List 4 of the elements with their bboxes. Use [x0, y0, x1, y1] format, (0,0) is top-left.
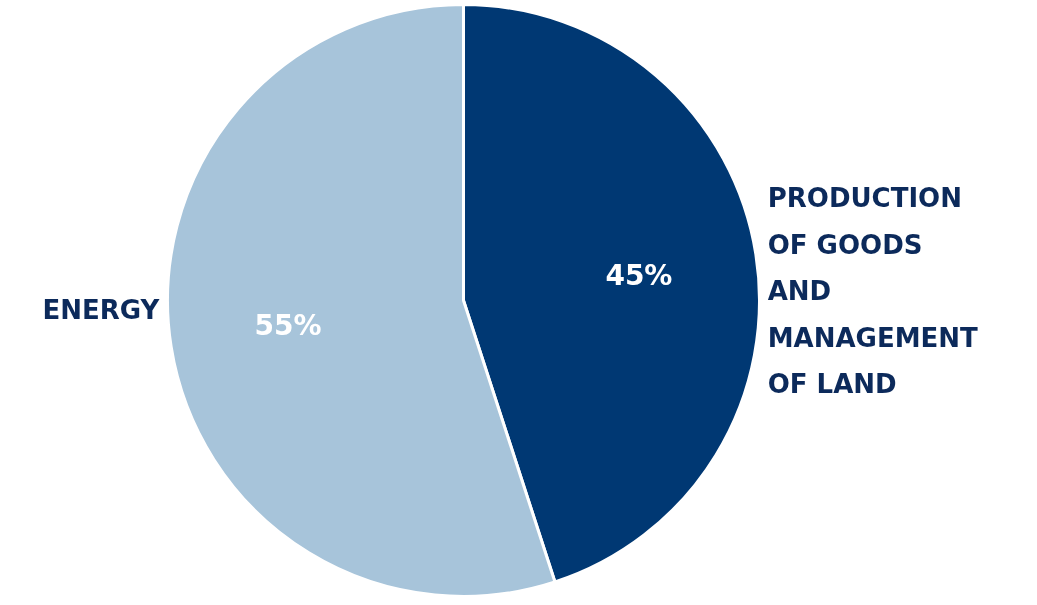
slice-label: ENERGY — [42, 294, 161, 325]
data-label: 45% — [605, 258, 673, 292]
slice-label: PRODUCTION OF GOODS AND MANAGEMENT OF LAND — [767, 183, 979, 400]
data-label: 55% — [254, 309, 322, 343]
